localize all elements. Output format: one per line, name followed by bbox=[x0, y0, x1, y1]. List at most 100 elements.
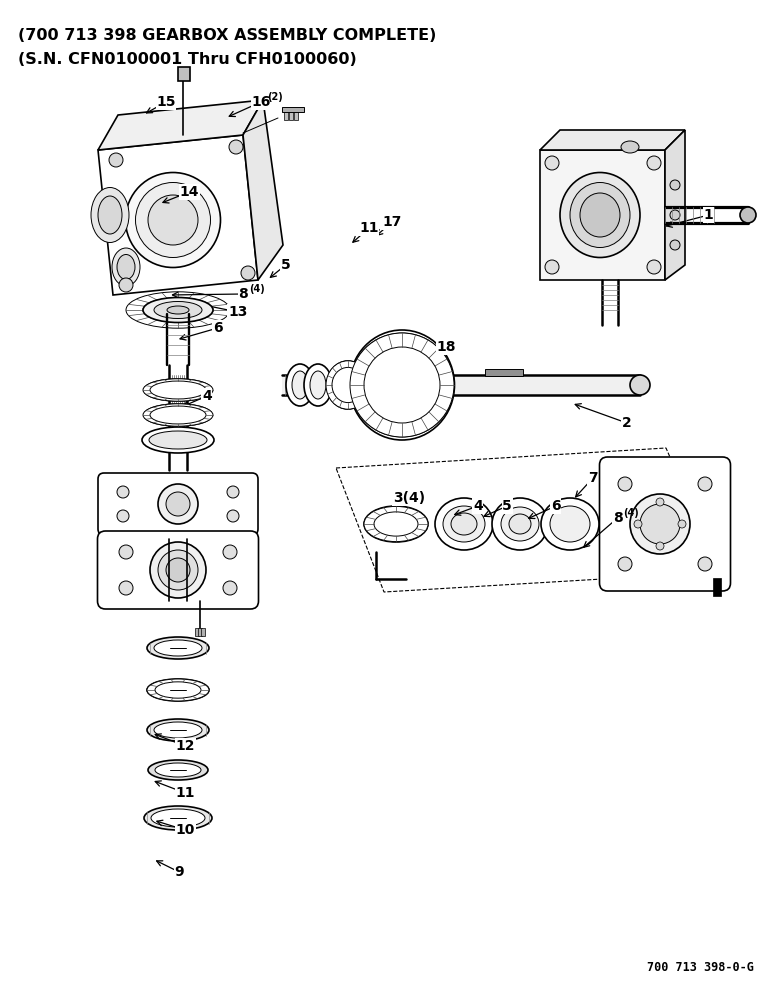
Ellipse shape bbox=[143, 404, 213, 426]
Text: (4): (4) bbox=[249, 284, 265, 294]
Text: 12: 12 bbox=[175, 739, 195, 753]
Circle shape bbox=[656, 542, 664, 550]
Text: 5: 5 bbox=[281, 258, 290, 272]
Text: (700 713 398 GEARBOX ASSEMBLY COMPLETE): (700 713 398 GEARBOX ASSEMBLY COMPLETE) bbox=[18, 28, 436, 43]
Ellipse shape bbox=[740, 207, 756, 223]
Ellipse shape bbox=[143, 298, 213, 322]
Text: (S.N. CFN0100001 Thru CFH0100060): (S.N. CFN0100001 Thru CFH0100060) bbox=[18, 52, 357, 67]
Ellipse shape bbox=[136, 182, 211, 257]
Ellipse shape bbox=[364, 506, 428, 542]
Circle shape bbox=[119, 581, 133, 595]
Ellipse shape bbox=[310, 371, 326, 399]
Polygon shape bbox=[540, 150, 665, 280]
Ellipse shape bbox=[364, 506, 428, 542]
Ellipse shape bbox=[435, 498, 493, 550]
FancyBboxPatch shape bbox=[600, 457, 730, 591]
Circle shape bbox=[698, 477, 712, 491]
Bar bbox=[198, 628, 202, 636]
Bar bbox=[485, 369, 523, 376]
Text: 8: 8 bbox=[613, 511, 622, 525]
Text: 7: 7 bbox=[588, 471, 598, 485]
Circle shape bbox=[109, 153, 123, 167]
Polygon shape bbox=[98, 100, 263, 150]
Ellipse shape bbox=[150, 381, 206, 399]
Ellipse shape bbox=[142, 427, 214, 453]
Ellipse shape bbox=[155, 763, 201, 777]
Ellipse shape bbox=[126, 172, 221, 267]
Ellipse shape bbox=[154, 640, 202, 656]
Text: 8: 8 bbox=[239, 287, 248, 301]
Text: 11: 11 bbox=[175, 786, 195, 800]
Ellipse shape bbox=[144, 379, 212, 401]
Ellipse shape bbox=[154, 302, 202, 318]
Circle shape bbox=[647, 156, 661, 170]
Bar bbox=[294, 110, 298, 120]
Ellipse shape bbox=[630, 375, 650, 395]
Polygon shape bbox=[243, 100, 283, 280]
Ellipse shape bbox=[580, 193, 620, 237]
Bar bbox=[289, 110, 293, 120]
Circle shape bbox=[119, 545, 133, 559]
Text: 18: 18 bbox=[436, 340, 456, 354]
Ellipse shape bbox=[501, 507, 539, 541]
Circle shape bbox=[647, 260, 661, 274]
Circle shape bbox=[117, 510, 129, 522]
Ellipse shape bbox=[451, 513, 477, 535]
Bar bbox=[195, 628, 199, 636]
Ellipse shape bbox=[621, 141, 639, 153]
Text: 15: 15 bbox=[156, 95, 176, 109]
Text: 4: 4 bbox=[473, 499, 482, 513]
Circle shape bbox=[229, 140, 243, 154]
FancyBboxPatch shape bbox=[98, 473, 258, 535]
Circle shape bbox=[618, 557, 632, 571]
Text: 2: 2 bbox=[622, 416, 631, 430]
Ellipse shape bbox=[560, 172, 640, 257]
Ellipse shape bbox=[148, 195, 198, 245]
Ellipse shape bbox=[144, 806, 212, 830]
Text: (4): (4) bbox=[624, 508, 639, 518]
Ellipse shape bbox=[147, 637, 209, 659]
Ellipse shape bbox=[167, 306, 189, 314]
Ellipse shape bbox=[150, 406, 206, 424]
Circle shape bbox=[670, 210, 680, 220]
Ellipse shape bbox=[326, 361, 370, 409]
Text: 11: 11 bbox=[359, 221, 379, 235]
Circle shape bbox=[678, 520, 686, 528]
Circle shape bbox=[545, 156, 559, 170]
Ellipse shape bbox=[143, 298, 213, 322]
Ellipse shape bbox=[286, 364, 314, 406]
Ellipse shape bbox=[350, 333, 454, 437]
Ellipse shape bbox=[364, 345, 439, 425]
Ellipse shape bbox=[541, 498, 599, 550]
Bar bbox=[713, 578, 721, 596]
Text: (2): (2) bbox=[267, 92, 283, 102]
Polygon shape bbox=[540, 130, 685, 150]
Ellipse shape bbox=[374, 512, 418, 536]
Bar bbox=[282, 375, 640, 395]
Ellipse shape bbox=[147, 719, 209, 741]
Ellipse shape bbox=[91, 188, 129, 242]
Circle shape bbox=[227, 486, 239, 498]
Ellipse shape bbox=[151, 408, 205, 422]
Ellipse shape bbox=[112, 248, 140, 286]
Ellipse shape bbox=[327, 361, 369, 409]
Ellipse shape bbox=[492, 498, 548, 550]
Ellipse shape bbox=[550, 506, 590, 542]
Ellipse shape bbox=[151, 809, 205, 827]
Circle shape bbox=[630, 494, 690, 554]
Text: 13: 13 bbox=[228, 305, 248, 319]
Ellipse shape bbox=[117, 254, 135, 279]
Ellipse shape bbox=[144, 404, 212, 426]
Circle shape bbox=[158, 484, 198, 524]
Circle shape bbox=[670, 240, 680, 250]
Text: 3(4): 3(4) bbox=[393, 491, 425, 505]
Ellipse shape bbox=[570, 182, 630, 247]
Ellipse shape bbox=[333, 368, 363, 402]
Ellipse shape bbox=[367, 350, 437, 420]
FancyBboxPatch shape bbox=[97, 531, 259, 609]
Ellipse shape bbox=[350, 333, 454, 437]
Ellipse shape bbox=[350, 330, 455, 440]
Text: 14: 14 bbox=[179, 185, 199, 199]
Ellipse shape bbox=[148, 760, 208, 780]
Ellipse shape bbox=[98, 196, 122, 234]
